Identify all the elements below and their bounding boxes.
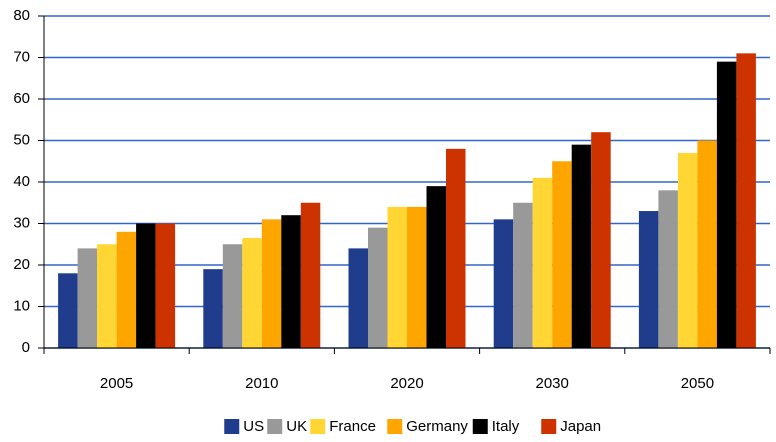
y-tick-label: 30 xyxy=(13,214,30,231)
legend-swatch xyxy=(387,419,403,434)
legend-label: US xyxy=(243,418,264,435)
bar xyxy=(591,132,611,348)
bar xyxy=(736,53,756,348)
bar xyxy=(116,231,137,348)
y-tick-label: 70 xyxy=(13,48,30,65)
bar xyxy=(300,202,321,348)
x-tick-label: 2050 xyxy=(681,375,714,392)
bar xyxy=(716,61,737,349)
bar xyxy=(446,148,466,348)
legend-swatch xyxy=(267,419,283,434)
bar xyxy=(426,186,446,348)
bar xyxy=(136,223,156,348)
y-tick-label: 80 xyxy=(13,7,30,24)
bar xyxy=(677,152,698,348)
legend-label: France xyxy=(329,418,376,435)
y-tick-label: 0 xyxy=(22,339,30,356)
y-tick-label: 60 xyxy=(13,90,30,107)
legend-label: UK xyxy=(286,418,307,435)
bar xyxy=(658,190,678,348)
bar xyxy=(203,269,223,348)
x-tick-label: 2010 xyxy=(245,375,278,392)
bar xyxy=(348,248,368,348)
bar xyxy=(493,219,514,348)
bar xyxy=(242,238,262,348)
x-tick-label: 2020 xyxy=(390,375,423,392)
legend-label: Japan xyxy=(560,418,601,435)
x-tick-label: 2030 xyxy=(536,375,569,392)
bar xyxy=(552,161,572,348)
bar xyxy=(638,211,659,348)
y-tick-label: 50 xyxy=(13,131,30,148)
bar xyxy=(77,248,98,348)
bar xyxy=(58,273,78,348)
bar xyxy=(513,202,533,348)
bar xyxy=(155,223,176,348)
legend-label: Italy xyxy=(492,418,520,435)
bar xyxy=(532,177,553,348)
bar xyxy=(97,244,117,348)
legend-swatch xyxy=(472,419,488,434)
bar xyxy=(387,206,407,348)
bar xyxy=(222,244,243,348)
bar xyxy=(368,227,388,348)
legend-swatch xyxy=(310,419,326,434)
bar xyxy=(697,140,717,348)
y-tick-label: 20 xyxy=(13,256,30,273)
legend-swatch xyxy=(541,419,557,434)
legend-swatch xyxy=(224,419,240,434)
bar xyxy=(571,144,592,348)
legend-label: Germany xyxy=(406,418,468,435)
x-tick-label: 2005 xyxy=(100,375,133,392)
bar xyxy=(281,215,301,348)
y-tick-label: 40 xyxy=(13,173,30,190)
bar xyxy=(407,206,427,348)
y-tick-label: 10 xyxy=(13,297,30,314)
bar xyxy=(261,219,282,348)
